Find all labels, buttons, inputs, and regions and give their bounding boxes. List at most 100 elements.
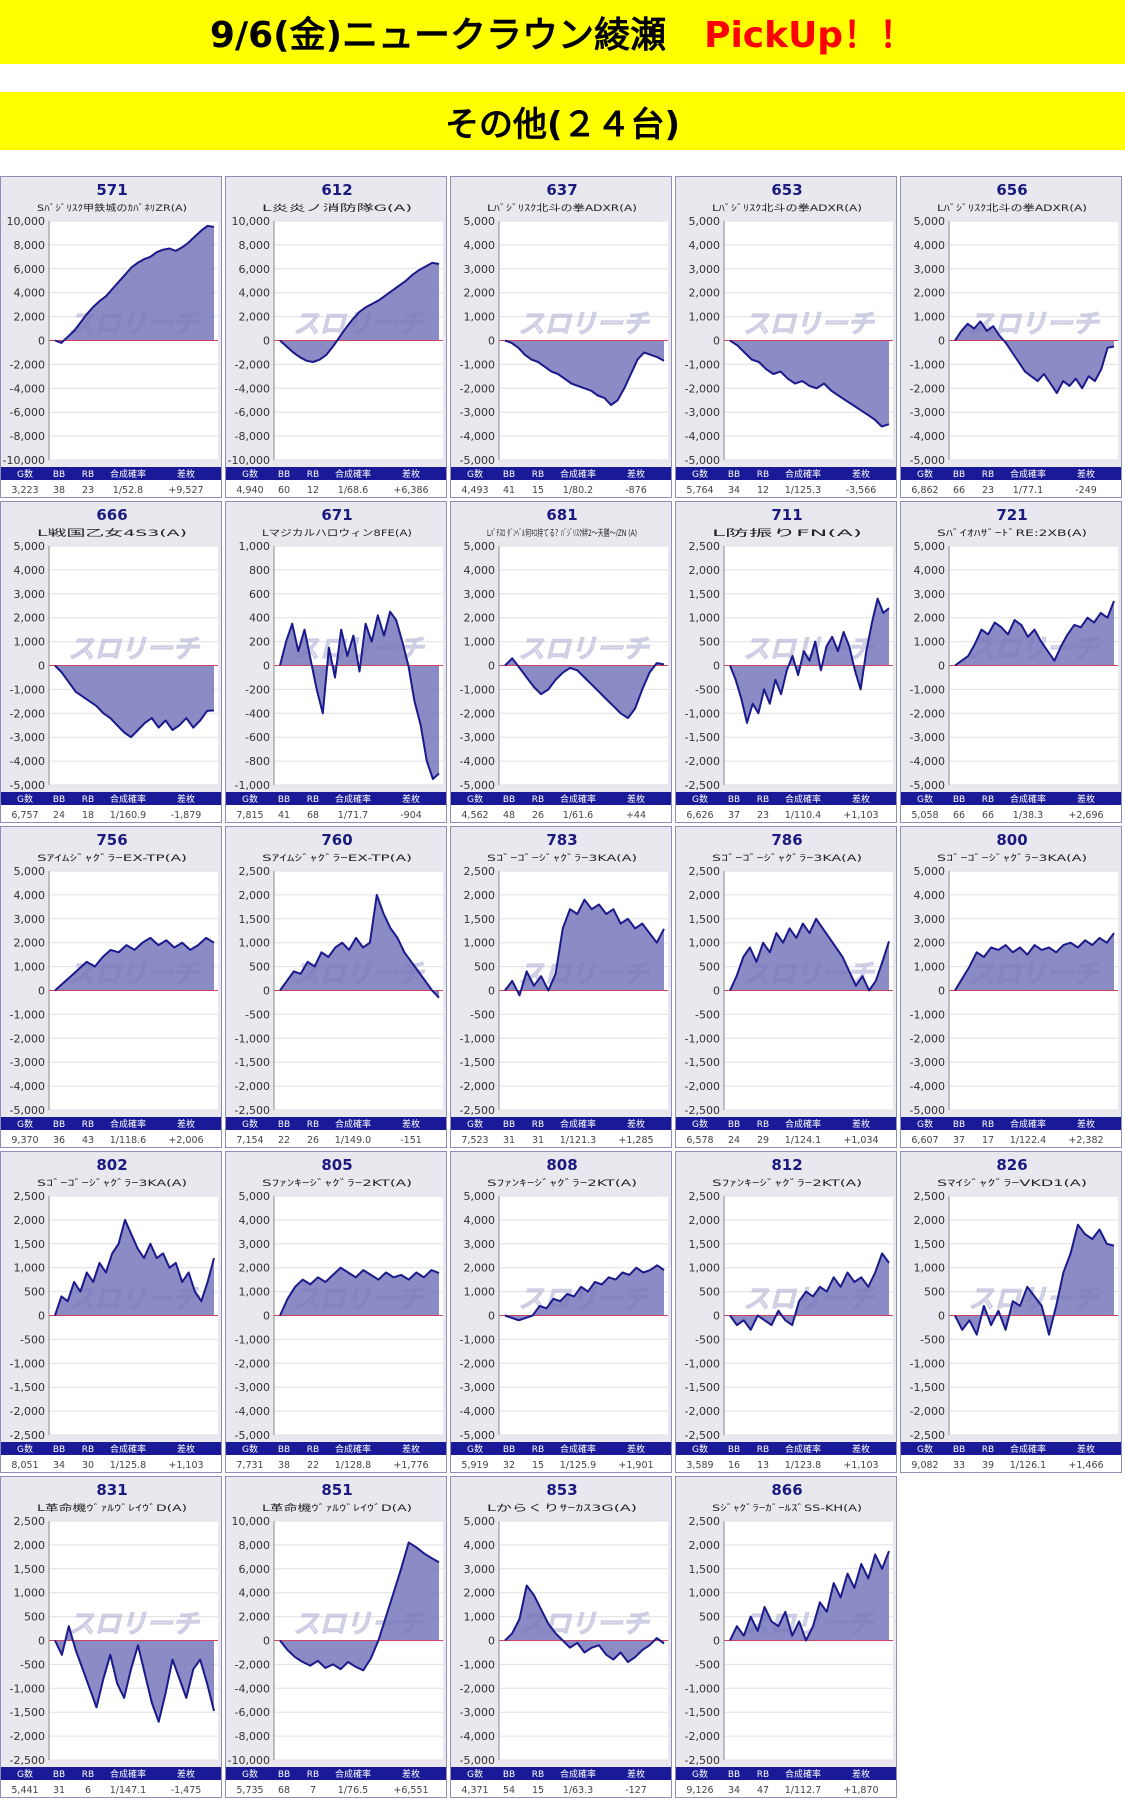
table-header-label: BB — [53, 1445, 65, 1455]
y-tick-label: -2,000 — [10, 1405, 45, 1418]
y-tick-label: 0 — [38, 985, 45, 998]
table-body — [451, 1130, 671, 1147]
table-value: 1/125.8 — [110, 1460, 146, 1471]
y-tick-label: -400 — [245, 707, 270, 720]
y-tick-label: -10,000 — [228, 1754, 270, 1767]
y-tick-label: -500 — [695, 1008, 720, 1021]
table-value: -249 — [1075, 485, 1097, 496]
machine-chart-svg: 1,000 800 600 400 200 0 -200 -400 -600 -800 -1,000… — [226, 506, 446, 822]
table-value: 66 — [953, 810, 965, 821]
table-body — [451, 1780, 671, 1797]
y-tick-label: -3,000 — [910, 1056, 945, 1069]
table-value: 1/122.4 — [1010, 1135, 1046, 1146]
y-tick-label: -800 — [245, 755, 270, 768]
y-tick-label: 4,000 — [464, 1214, 496, 1227]
y-tick-label: -5,000 — [685, 454, 720, 467]
table-value: 3,589 — [686, 1460, 713, 1471]
machine-name: Sﾊﾞｼﾞﾘｽｸ甲鉄城のｶﾊﾞﾈﾘZR(A) — [37, 202, 187, 214]
table-value: 38 — [53, 485, 65, 496]
watermark-logo: スロリーチ — [68, 1610, 200, 1640]
table-value: 54 — [503, 1785, 515, 1796]
y-tick-label: 0 — [38, 335, 45, 348]
table-value: 6,626 — [686, 810, 713, 821]
y-tick-label: 0 — [38, 660, 45, 673]
machine-number: 653 — [771, 181, 802, 199]
y-tick-label: 200 — [249, 636, 270, 649]
table-header-label: G数 — [242, 1118, 258, 1130]
table-value: 33 — [953, 1460, 965, 1471]
table-header-label: BB — [53, 795, 65, 805]
table-value: 23 — [757, 810, 769, 821]
y-tick-label: -4,000 — [10, 1080, 45, 1093]
y-tick-label: -6,000 — [10, 406, 45, 419]
y-tick-label: 1,000 — [914, 311, 946, 324]
table-value: 36 — [53, 1135, 65, 1146]
table-value: 68 — [278, 1785, 290, 1796]
y-tick-label: -3,000 — [460, 731, 495, 744]
table-value: 1/124.1 — [785, 1135, 821, 1146]
table-body — [676, 805, 896, 822]
table-header-label: RB — [757, 795, 769, 805]
table-body — [1, 1130, 221, 1147]
y-tick-label: 4,000 — [14, 889, 46, 902]
table-header-label: 合成確率 — [335, 468, 371, 480]
machine-chart-svg: 5,000 4,000 3,000 2,000 1,000 0 -1,000 -2,000 -3… — [676, 181, 896, 497]
table-header-label: BB — [953, 1120, 965, 1130]
table-header-label: BB — [728, 1770, 740, 1780]
machine-chart-panel: 2,500 2,000 1,500 1,000 500 0 -500 -1,000 -1,500… — [450, 826, 672, 1148]
table-header-label: 合成確率 — [1010, 468, 1046, 480]
machine-number: 656 — [996, 181, 1027, 199]
table-value: 1/121.3 — [560, 1135, 596, 1146]
table-header-label: 合成確率 — [560, 1443, 596, 1455]
table-header-label: 合成確率 — [335, 1118, 371, 1130]
table-value: 34 — [728, 1785, 740, 1796]
table-value: 60 — [278, 485, 290, 496]
table-value: 5,735 — [236, 1785, 263, 1796]
y-tick-label: -4,000 — [10, 755, 45, 768]
y-tick-label: 500 — [699, 1286, 720, 1299]
machine-chart-panel: 10,000 8,000 6,000 4,000 2,000 0 -2,000 -4,000 -… — [225, 1476, 447, 1798]
table-value: 1/76.5 — [338, 1785, 368, 1796]
y-tick-label: -2,000 — [460, 707, 495, 720]
machine-chart-panel: 5,000 4,000 3,000 2,000 1,000 0 -1,000 -2,000 -3… — [450, 1151, 672, 1473]
table-header — [1, 1767, 221, 1780]
series-line — [279, 893, 440, 999]
series-area — [280, 1542, 439, 1671]
machine-chart-panel: 5,000 4,000 3,000 2,000 1,000 0 -1,000 -2,000 -3… — [900, 826, 1122, 1148]
y-tick-label: -3,000 — [910, 731, 945, 744]
machine-chart-svg: 2,500 2,000 1,500 1,000 500 0 -500 -1,000 -1,500… — [1, 1156, 221, 1472]
y-tick-label: 3,000 — [689, 263, 721, 276]
table-value: 37 — [953, 1135, 965, 1146]
y-tick-label: 0 — [263, 660, 270, 673]
machine-number: 866 — [771, 1481, 802, 1499]
table-body — [226, 1130, 446, 1147]
table-value: 68 — [307, 810, 319, 821]
y-tick-label: -3,000 — [685, 406, 720, 419]
table-header-label: 差枚 — [852, 1118, 870, 1130]
table-header-label: 差枚 — [627, 1768, 645, 1780]
table-body — [1, 1455, 221, 1472]
y-tick-label: 5,000 — [464, 1190, 496, 1203]
series-area — [505, 899, 664, 996]
y-tick-label: 2,000 — [689, 1539, 721, 1552]
machine-chart-panel: 5,000 4,000 3,000 2,000 1,000 0 -1,000 -2,000 -3… — [900, 501, 1122, 823]
table-header-label: 合成確率 — [110, 1768, 146, 1780]
y-tick-label: -500 — [695, 1333, 720, 1346]
y-tick-label: 1,000 — [689, 1262, 721, 1275]
y-tick-label: 2,000 — [464, 889, 496, 902]
y-tick-label: 0 — [488, 1310, 495, 1323]
y-tick-label: -1,000 — [235, 1333, 270, 1346]
machine-chart-svg: 2,500 2,000 1,500 1,000 500 0 -500 -1,000 -1,500… — [451, 831, 671, 1147]
table-header-label: RB — [532, 470, 544, 480]
table-value: +1,776 — [393, 1460, 428, 1471]
table-header-label: 差枚 — [1077, 793, 1095, 805]
series-line — [279, 610, 440, 780]
table-value: 1/149.0 — [335, 1135, 371, 1146]
y-tick-label: 1,000 — [689, 1587, 721, 1600]
table-value: -3,566 — [846, 485, 877, 496]
table-header-label: RB — [82, 1445, 94, 1455]
series-area — [955, 933, 1114, 991]
y-tick-label: 4,000 — [464, 239, 496, 252]
series-area — [505, 1265, 664, 1321]
y-tick-label: -5,000 — [910, 1104, 945, 1117]
